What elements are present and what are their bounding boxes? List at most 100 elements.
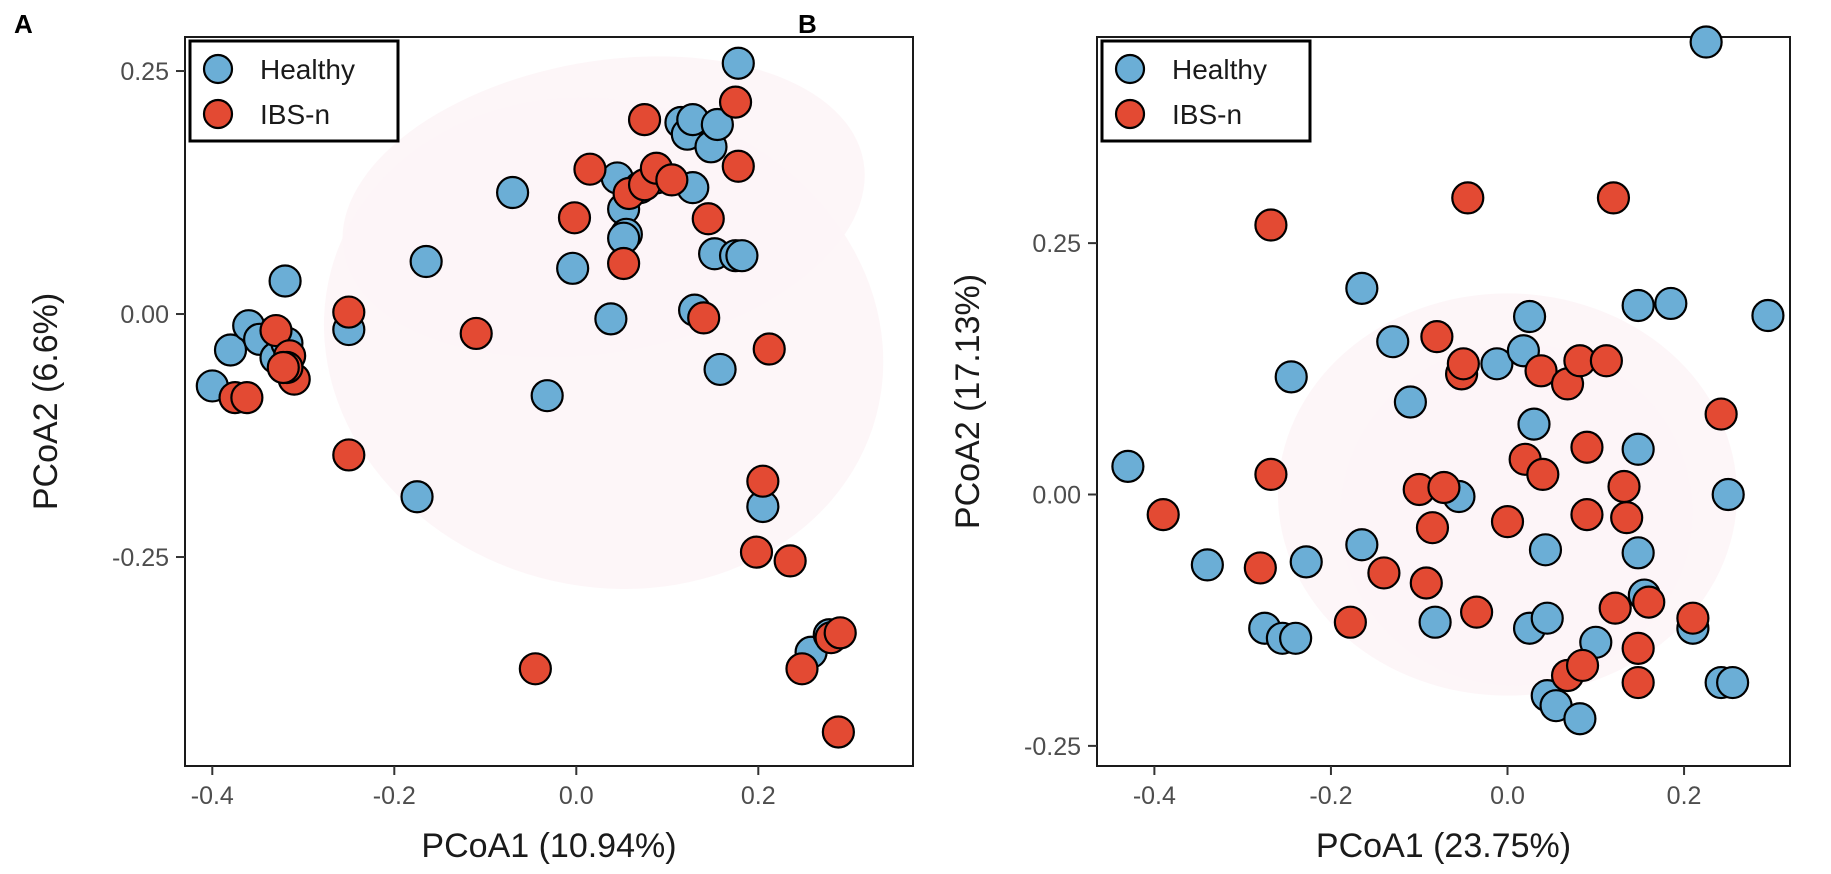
data-point-ibs-n [1596, 181, 1631, 215]
data-point-ibs-n [627, 103, 662, 137]
panel-b-points [1111, 25, 1785, 736]
data-point-healthy [1751, 298, 1785, 333]
data-point-healthy [556, 251, 590, 285]
legend-marker-ibs-n [1114, 98, 1146, 130]
data-point-ibs-n [1333, 605, 1367, 639]
x-tick-label: -0.2 [373, 782, 416, 810]
panel-a: A -0.4 -0.2 0.0 0.2 0.25 0.00 -0.25 PCoA1 (10.… [14, 9, 914, 865]
data-point-healthy [700, 107, 734, 142]
data-point-ibs-n [1146, 498, 1180, 532]
data-point-ibs-n [1409, 566, 1443, 600]
data-point-ibs-n [691, 202, 725, 236]
y-tick-label: 0.25 [1032, 230, 1081, 258]
data-point-ibs-n [1420, 320, 1454, 354]
legend-marker-healthy [202, 53, 234, 85]
data-point-ibs-n [1451, 181, 1485, 215]
panel-b-y-axis-title: PCoA2 (17.13%) [949, 274, 987, 529]
data-point-ibs-n [332, 438, 366, 472]
data-point-ibs-n [1427, 470, 1461, 505]
confidence-ellipse-ibs-n [323, 97, 884, 589]
panel-a-ellipses [323, 56, 884, 589]
panel-a-y-axis-title: PCoA2 (6.6%) [27, 293, 65, 510]
data-point-ibs-n [718, 85, 753, 119]
data-point-healthy [1621, 536, 1655, 570]
data-point-ibs-n [1570, 430, 1604, 464]
data-point-ibs-n [721, 149, 755, 183]
y-tick-label: 0.00 [120, 301, 169, 329]
data-point-healthy [1393, 385, 1427, 419]
panel-a-points [195, 46, 857, 749]
data-point-ibs-n [230, 381, 264, 415]
data-point-healthy [1512, 299, 1547, 334]
data-point-healthy [1563, 702, 1597, 736]
data-point-healthy [400, 480, 434, 514]
data-point-ibs-n [1565, 648, 1600, 683]
y-tick-label: -0.25 [112, 544, 169, 572]
x-tick-label: 0.0 [1490, 782, 1525, 810]
panel-a-legend: Healthy IBS-n [188, 39, 400, 143]
panel-b-legend: Healthy IBS-n [1100, 39, 1312, 143]
data-point-ibs-n [1621, 631, 1655, 665]
panel-b-axes: -0.4 -0.2 0.0 0.2 0.25 0.00 -0.25 [1024, 230, 1701, 810]
data-point-ibs-n [1460, 595, 1494, 629]
data-point-healthy [1376, 325, 1410, 359]
data-point-ibs-n [1632, 585, 1666, 619]
y-tick-label: 0.00 [1032, 482, 1081, 510]
data-point-healthy [409, 244, 443, 279]
data-point-ibs-n [557, 201, 592, 235]
data-point-ibs-n [518, 652, 552, 686]
data-point-ibs-n [1243, 551, 1277, 585]
data-point-healthy [1190, 548, 1224, 582]
data-point-ibs-n [1589, 344, 1623, 378]
data-point-ibs-n [1367, 556, 1401, 590]
data-point-healthy [703, 352, 737, 387]
data-point-ibs-n [746, 464, 780, 498]
data-point-ibs-n [607, 246, 641, 281]
panel-a-axes: -0.4 -0.2 0.0 0.2 0.25 0.00 -0.25 [112, 58, 776, 810]
data-point-healthy [1418, 605, 1452, 639]
data-point-ibs-n [821, 715, 855, 749]
data-point-ibs-n [573, 152, 607, 186]
x-tick-label: 0.2 [741, 782, 776, 810]
panel-b-letter: B [798, 9, 817, 39]
data-point-healthy [268, 264, 302, 298]
data-point-ibs-n [1254, 457, 1288, 491]
data-point-healthy [725, 239, 759, 273]
data-point-healthy [1528, 533, 1563, 567]
data-point-ibs-n [459, 316, 493, 351]
data-point-ibs-n [752, 332, 786, 366]
data-point-healthy [721, 46, 755, 80]
data-point-ibs-n [332, 295, 366, 329]
x-tick-label: -0.4 [1133, 782, 1176, 810]
data-point-ibs-n [1526, 457, 1560, 491]
y-tick-label: -0.25 [1024, 733, 1081, 761]
data-point-healthy [1111, 449, 1145, 483]
data-point-ibs-n [1524, 354, 1558, 388]
data-point-ibs-n [1254, 208, 1288, 242]
x-tick-label: 0.2 [1667, 782, 1702, 810]
data-point-ibs-n [1446, 347, 1480, 381]
legend-label-ibs-n: IBS-n [260, 99, 330, 130]
data-point-ibs-n [1598, 591, 1632, 625]
panel-b-x-axis-title: PCoA1 (23.75%) [1316, 827, 1571, 865]
data-point-healthy [1711, 477, 1745, 512]
data-point-ibs-n [266, 350, 300, 385]
legend-label-ibs-n: IBS-n [1172, 99, 1242, 130]
legend-marker-healthy [1114, 53, 1146, 85]
data-point-ibs-n [1676, 601, 1710, 635]
y-tick-label: 0.25 [120, 58, 169, 86]
data-point-ibs-n [1621, 665, 1655, 700]
data-point-healthy [1689, 25, 1723, 59]
data-point-healthy [1345, 271, 1379, 305]
data-point-healthy [1274, 360, 1308, 394]
data-point-ibs-n [1490, 505, 1525, 539]
data-point-ibs-n [259, 313, 293, 348]
panel-b: B -0.4 -0.2 0.0 0.2 0.25 0.00 -0.25 PCoA1 (23.… [798, 9, 1791, 865]
data-point-ibs-n [655, 163, 689, 197]
data-point-ibs-n [1610, 501, 1644, 535]
legend-label-healthy: Healthy [1172, 54, 1267, 85]
x-tick-label: -0.2 [1309, 782, 1352, 810]
data-point-healthy [1530, 601, 1564, 635]
